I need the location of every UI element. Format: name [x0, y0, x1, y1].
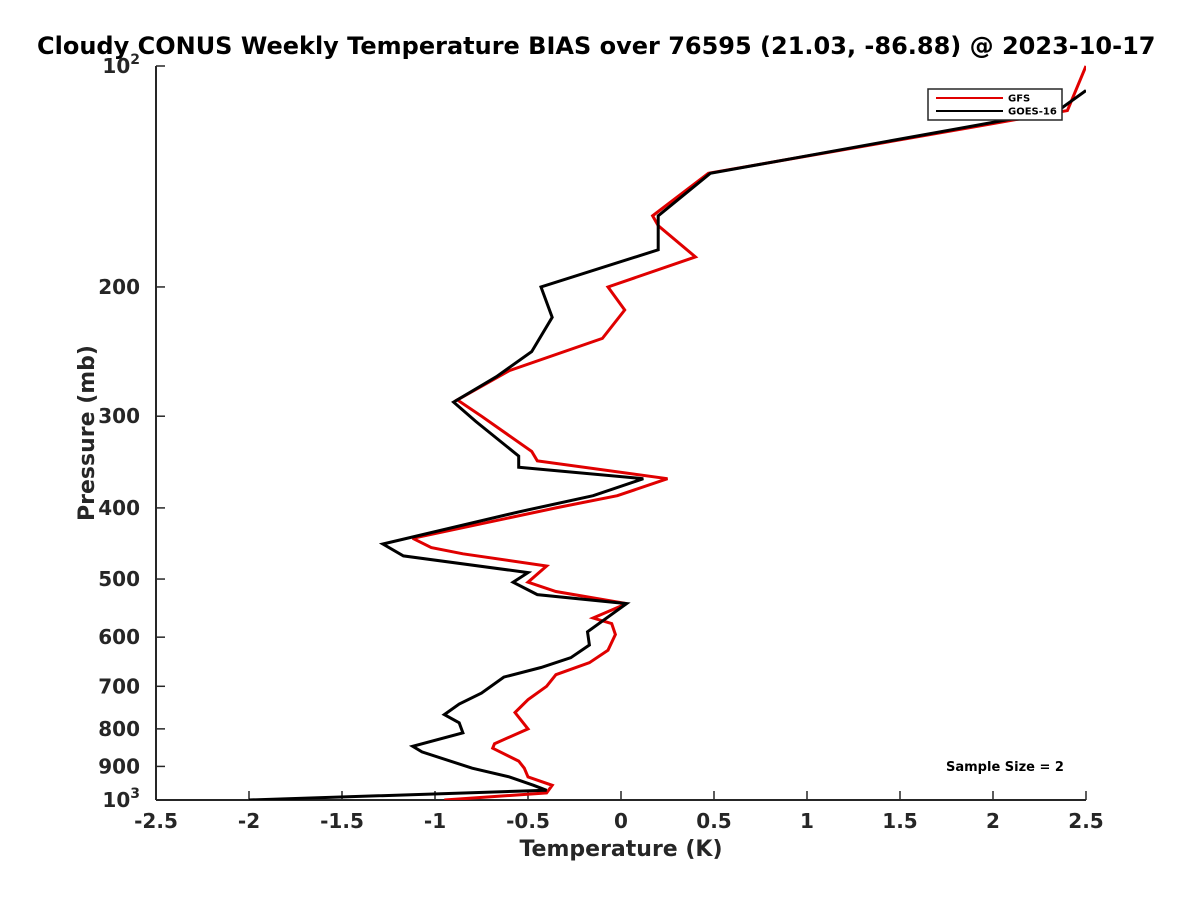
x-tick-label: 1.5 — [882, 809, 917, 833]
y-tick-label-base: 400 — [98, 496, 140, 520]
y-tick-label-base: 500 — [98, 567, 140, 591]
legend: GFS GOES-16 — [927, 88, 1063, 121]
y-tick-label-base: 300 — [98, 404, 140, 428]
y-tick-label: 600 — [98, 625, 140, 649]
y-tick-label-exponent: 2 — [130, 52, 140, 68]
x-tick-label: -2.5 — [134, 809, 178, 833]
y-tick-label: 102 — [102, 52, 140, 78]
y-tick-label-exponent: 3 — [130, 786, 140, 802]
legend-box — [927, 88, 1063, 121]
y-tick-label: 900 — [98, 754, 140, 778]
x-tick-label: 0.5 — [696, 809, 731, 833]
series-line-gfs — [412, 65, 1086, 800]
y-tick-label-base: 10 — [102, 788, 130, 812]
y-tick-label-base: 600 — [98, 625, 140, 649]
y-tick-label: 103 — [102, 786, 140, 812]
series-line-goes16 — [248, 89, 1086, 800]
legend-label-gfs: GFS — [1008, 94, 1030, 105]
x-tick-label: 0 — [614, 809, 628, 833]
x-tick-label: 2.5 — [1068, 809, 1103, 833]
x-tick-label: -0.5 — [506, 809, 550, 833]
y-tick-label: 400 — [98, 496, 140, 520]
y-tick-label-base: 800 — [98, 717, 140, 741]
x-tick-label: 2 — [986, 809, 1000, 833]
x-axis-label: Temperature (K) — [519, 837, 722, 862]
y-tick-label-base: 700 — [98, 674, 140, 698]
sample-size-annotation: Sample Size = 2 — [946, 760, 1064, 775]
y-tick-label: 200 — [98, 275, 140, 299]
legend-label-goes16: GOES-16 — [1008, 107, 1057, 118]
y-tick-label-base: 900 — [98, 754, 140, 778]
y-tick-label: 700 — [98, 674, 140, 698]
chart-title: Cloudy CONUS Weekly Temperature BIAS ove… — [37, 32, 1155, 60]
y-tick-label: 500 — [98, 567, 140, 591]
y-tick-label: 800 — [98, 717, 140, 741]
x-tick-label: -2 — [238, 809, 260, 833]
series-layer — [248, 65, 1086, 800]
x-tick-label: -1 — [424, 809, 446, 833]
y-tick-label-base: 200 — [98, 275, 140, 299]
y-axis-label: Pressure (mb) — [75, 345, 100, 521]
x-tick-label: 1 — [800, 809, 814, 833]
y-tick-label-base: 10 — [102, 54, 130, 78]
plot-area — [155, 66, 1086, 801]
y-tick-label: 300 — [98, 404, 140, 428]
x-tick-label: -1.5 — [320, 809, 364, 833]
x-ticks: -2.5 -2 -1.5 -1 -0.5 0 0.5 1 1.5 2 2.5 — [134, 791, 1104, 833]
